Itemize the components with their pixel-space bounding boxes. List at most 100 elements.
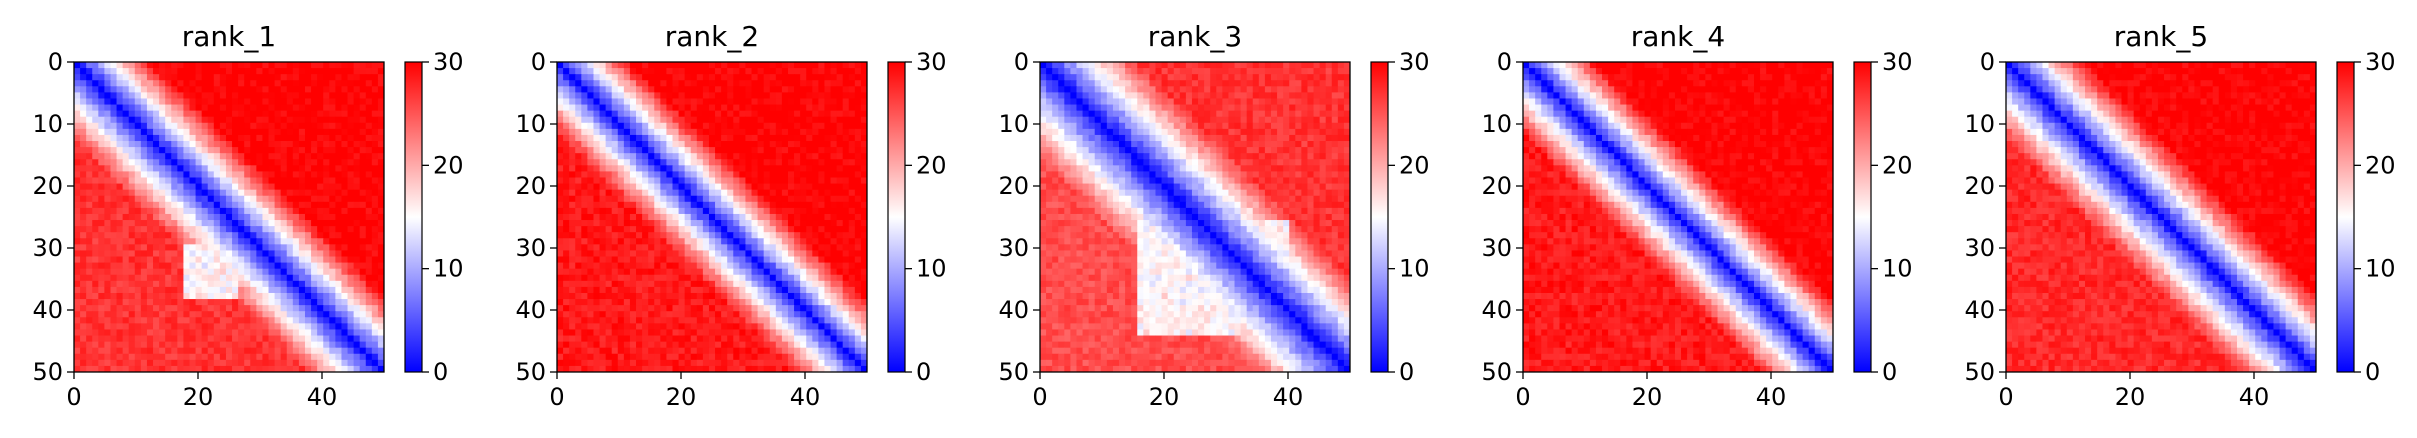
heatmap-cell (787, 274, 795, 282)
heatmap-cell (347, 268, 355, 276)
heatmap-cell (213, 292, 221, 300)
heatmap-cell (122, 341, 130, 349)
heatmap-cell (146, 207, 154, 215)
heatmap-cell (611, 256, 619, 264)
heatmap-cell (292, 62, 300, 69)
heatmap-cell (335, 280, 342, 288)
heatmap-cell (648, 286, 655, 294)
heatmap-cell (122, 171, 130, 178)
heatmap-cell (587, 286, 594, 294)
heatmap-cell (201, 62, 209, 69)
heatmap-cell (617, 213, 625, 221)
heatmap-cell (213, 232, 221, 239)
heatmap-cell (238, 329, 245, 337)
heatmap-cell (104, 98, 111, 106)
heatmap-cell (763, 323, 771, 330)
heatmap-cell (617, 141, 625, 148)
heatmap-cell (371, 274, 379, 282)
heatmap-cell (854, 104, 862, 112)
heatmap-cell (666, 244, 673, 251)
heatmap-cell (611, 238, 619, 245)
heatmap-cell (74, 68, 81, 75)
heatmap-cell (690, 213, 698, 221)
heatmap-cell (751, 128, 759, 136)
heatmap-cell (74, 256, 81, 264)
heatmap-cell (232, 335, 239, 343)
heatmap-cell (377, 274, 385, 282)
heatmap-cell (353, 110, 361, 118)
heatmap-cell (781, 268, 789, 276)
heatmap-cell (836, 299, 844, 306)
heatmap-cell (605, 292, 613, 300)
heatmap-cell (593, 110, 601, 118)
heatmap-cell (848, 256, 856, 264)
heatmap-cell (256, 353, 263, 361)
heatmap-cell (110, 250, 118, 258)
heatmap-cell (721, 165, 728, 172)
heatmap-cell (201, 213, 209, 221)
heatmap-cell (781, 189, 789, 197)
heatmap-cell (818, 274, 825, 282)
heatmap-cell (599, 116, 607, 124)
heatmap-cell (171, 86, 178, 93)
heatmap-cell (587, 74, 594, 81)
heatmap-cell (128, 292, 136, 300)
heatmap-cell (678, 141, 686, 148)
heatmap-cell (219, 329, 227, 337)
heatmap-cell (860, 299, 868, 306)
heatmap-cell (268, 183, 276, 191)
heatmap-cell (781, 98, 789, 106)
heatmap-cell (757, 92, 765, 99)
heatmap-cell (292, 189, 300, 197)
heatmap-cell (195, 317, 203, 324)
heatmap-cell (262, 220, 270, 227)
heatmap-cell (86, 262, 93, 270)
heatmap-cell (690, 147, 698, 154)
heatmap-cell (104, 86, 111, 93)
heatmap-cell (268, 317, 276, 324)
heatmap-cell (684, 86, 692, 93)
heatmap-cell (739, 177, 746, 185)
heatmap-cell (365, 317, 373, 324)
heatmap-cell (581, 98, 588, 106)
heatmap-cell (745, 147, 753, 154)
heatmap-cell (557, 80, 564, 87)
heatmap-cell (617, 250, 625, 258)
heatmap-cell (721, 74, 728, 81)
heatmap-cell (134, 62, 142, 69)
heatmap-cell (80, 317, 87, 324)
heatmap-cell (232, 110, 239, 118)
heatmap-cell (80, 116, 87, 124)
heatmap-cell (806, 232, 813, 239)
heatmap-cell (286, 232, 294, 239)
heatmap-cell (201, 280, 209, 288)
heatmap-cell (812, 147, 819, 154)
heatmap-cell (824, 286, 832, 294)
heatmap-cell (593, 280, 601, 288)
heatmap-cell (92, 317, 99, 324)
heatmap-cell (769, 153, 777, 160)
heatmap-cell (335, 323, 342, 330)
heatmap-cell (225, 220, 233, 227)
heatmap-cell (86, 232, 93, 239)
heatmap-cell (116, 165, 124, 172)
heatmap-cell (563, 311, 570, 318)
heatmap-cell (605, 153, 613, 160)
heatmap-cell (623, 329, 631, 337)
heatmap-cell (213, 104, 221, 112)
heatmap-cell (733, 311, 740, 318)
heatmap-cell (353, 244, 361, 251)
heatmap-cell (836, 238, 844, 245)
heatmap-cell (648, 226, 655, 233)
heatmap-cell (605, 62, 613, 69)
heatmap-cell (80, 268, 87, 276)
heatmap-cell (860, 134, 868, 142)
heatmap-cell (256, 220, 263, 227)
heatmap-cell (323, 147, 330, 154)
heatmap-cell (359, 323, 367, 330)
heatmap-cell (213, 62, 221, 69)
heatmap-cell (715, 183, 722, 191)
heatmap-cell (836, 311, 844, 318)
heatmap-cell (365, 183, 373, 191)
heatmap-cell (323, 353, 330, 361)
